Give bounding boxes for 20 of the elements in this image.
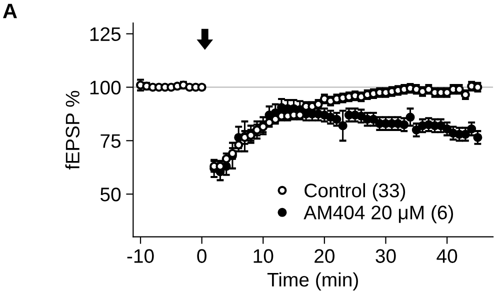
y-tick-label: 50 (100, 188, 121, 202)
x-tick-label: -10 (127, 249, 154, 263)
point (442, 124, 452, 134)
y-tick-label: 125 (90, 27, 121, 42)
y-axis-title: fEPSP % (65, 90, 80, 170)
point (406, 112, 415, 122)
x-tick-label: 20 (314, 249, 334, 263)
y-tick-label: 75 (100, 134, 121, 148)
legend-label: AM404 20 μM (6) (304, 205, 454, 224)
point (338, 121, 348, 130)
point (467, 124, 476, 134)
x-tick-label: 10 (254, 249, 274, 263)
x-tick-label: 30 (376, 249, 396, 263)
x-axis-title: Time (min) (267, 272, 358, 290)
x-tick-label: 40 (436, 249, 458, 263)
y-tick-label: 100 (90, 80, 121, 94)
x-tick-label: 0 (197, 249, 206, 263)
text: A (2, 4, 17, 18)
point (473, 132, 482, 142)
legend-label: Control (33) (304, 183, 406, 202)
